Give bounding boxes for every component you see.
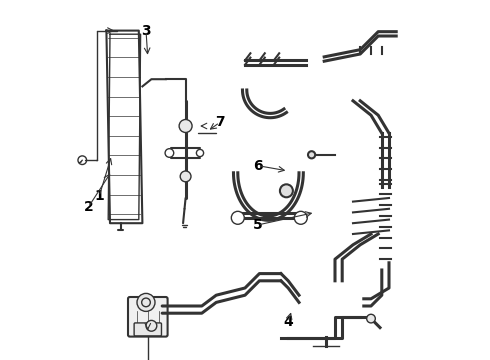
Circle shape — [308, 151, 315, 158]
Circle shape — [137, 293, 155, 311]
Text: 7: 7 — [215, 116, 224, 129]
Circle shape — [294, 211, 307, 224]
Circle shape — [367, 314, 375, 323]
Text: 5: 5 — [253, 218, 263, 232]
Circle shape — [280, 184, 293, 197]
Text: 6: 6 — [253, 159, 263, 172]
FancyBboxPatch shape — [134, 323, 162, 336]
Text: 3: 3 — [141, 24, 151, 37]
FancyBboxPatch shape — [128, 297, 168, 337]
Text: 4: 4 — [283, 315, 293, 329]
Text: 1: 1 — [95, 189, 104, 203]
Circle shape — [180, 171, 191, 182]
Circle shape — [146, 320, 157, 331]
Circle shape — [179, 120, 192, 132]
Circle shape — [231, 211, 245, 224]
Text: 2: 2 — [83, 200, 93, 214]
